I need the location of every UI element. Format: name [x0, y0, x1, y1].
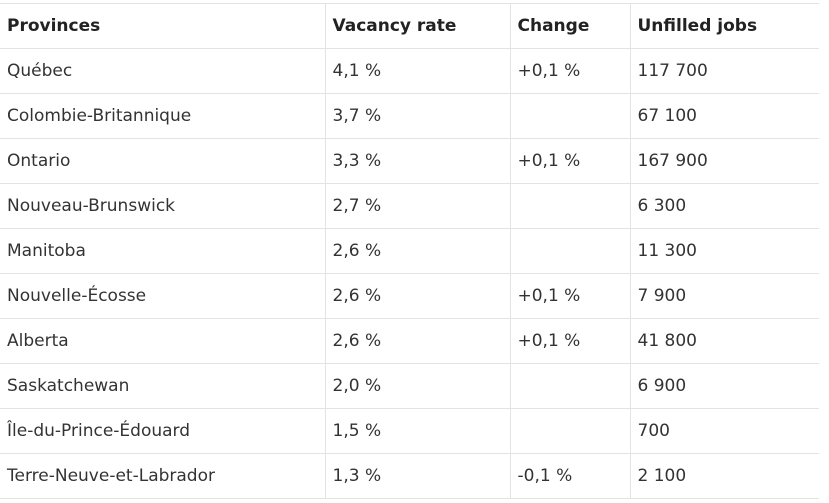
province-cell: Nouvelle-Écosse: [0, 273, 325, 319]
change-cell: [509, 228, 630, 274]
table-row: Québec 4,1 % +0,1 % 117 700: [0, 48, 819, 94]
header-row: Provinces Vacancy rate Change Unfilled j…: [0, 3, 819, 49]
unfilled-jobs-cell: 700: [629, 408, 819, 454]
change-cell: [509, 183, 630, 229]
header-vacancy-rate: Vacancy rate: [324, 3, 510, 49]
unfilled-jobs-cell: 117 700: [629, 48, 819, 94]
province-cell: Québec: [0, 48, 325, 94]
table-row: Alberta 2,6 % +0,1 % 41 800: [0, 318, 819, 364]
vacancy-rate-cell: 2,7 %: [324, 183, 510, 229]
table-row: Saskatchewan 2,0 % 6 900: [0, 363, 819, 409]
table-row: Nouvelle-Écosse 2,6 % +0,1 % 7 900: [0, 273, 819, 319]
unfilled-jobs-cell: 41 800: [629, 318, 819, 364]
province-cell: Nouveau-Brunswick: [0, 183, 325, 229]
vacancy-rate-cell: 1,3 %: [324, 453, 510, 499]
vacancy-rate-cell: 3,7 %: [324, 93, 510, 139]
province-cell: Alberta: [0, 318, 325, 364]
province-cell: Manitoba: [0, 228, 325, 274]
unfilled-jobs-cell: 6 300: [629, 183, 819, 229]
table-row: Nouveau-Brunswick 2,7 % 6 300: [0, 183, 819, 229]
header-change: Change: [509, 3, 630, 49]
unfilled-jobs-cell: 167 900: [629, 138, 819, 184]
table-row: Manitoba 2,6 % 11 300: [0, 228, 819, 274]
vacancy-rate-cell: 2,6 %: [324, 273, 510, 319]
change-cell: +0,1 %: [509, 318, 630, 364]
vacancy-rate-cell: 3,3 %: [324, 138, 510, 184]
unfilled-jobs-cell: 11 300: [629, 228, 819, 274]
province-cell: Ontario: [0, 138, 325, 184]
unfilled-jobs-cell: 6 900: [629, 363, 819, 409]
vacancy-rate-cell: 2,6 %: [324, 228, 510, 274]
unfilled-jobs-cell: 67 100: [629, 93, 819, 139]
change-cell: +0,1 %: [509, 48, 630, 94]
change-cell: +0,1 %: [509, 138, 630, 184]
table-row: Île-du-Prince-Édouard 1,5 % 700: [0, 408, 819, 454]
vacancy-rate-cell: 4,1 %: [324, 48, 510, 94]
table-row: Colombie-Britannique 3,7 % 67 100: [0, 93, 819, 139]
change-cell: [509, 408, 630, 454]
table-row: Terre-Neuve-et-Labrador 1,3 % -0,1 % 2 1…: [0, 453, 819, 499]
vacancy-rate-cell: 2,6 %: [324, 318, 510, 364]
change-cell: [509, 93, 630, 139]
unfilled-jobs-cell: 2 100: [629, 453, 819, 499]
province-cell: Colombie-Britannique: [0, 93, 325, 139]
change-cell: +0,1 %: [509, 273, 630, 319]
table-row: Ontario 3,3 % +0,1 % 167 900: [0, 138, 819, 184]
header-unfilled-jobs: Unfilled jobs: [629, 3, 819, 49]
table-body: Québec 4,1 % +0,1 % 117 700 Colombie-Bri…: [0, 48, 819, 499]
vacancy-rate-cell: 2,0 %: [324, 363, 510, 409]
province-cell: Terre-Neuve-et-Labrador: [0, 453, 325, 499]
table-header: Provinces Vacancy rate Change Unfilled j…: [0, 3, 819, 49]
header-provinces: Provinces: [0, 3, 325, 49]
vacancy-table-container: Provinces Vacancy rate Change Unfilled j…: [0, 3, 819, 499]
province-cell: Île-du-Prince-Édouard: [0, 408, 325, 454]
vacancy-rate-cell: 1,5 %: [324, 408, 510, 454]
change-cell: -0,1 %: [509, 453, 630, 499]
unfilled-jobs-cell: 7 900: [629, 273, 819, 319]
change-cell: [509, 363, 630, 409]
province-cell: Saskatchewan: [0, 363, 325, 409]
vacancy-table: Provinces Vacancy rate Change Unfilled j…: [0, 3, 819, 499]
